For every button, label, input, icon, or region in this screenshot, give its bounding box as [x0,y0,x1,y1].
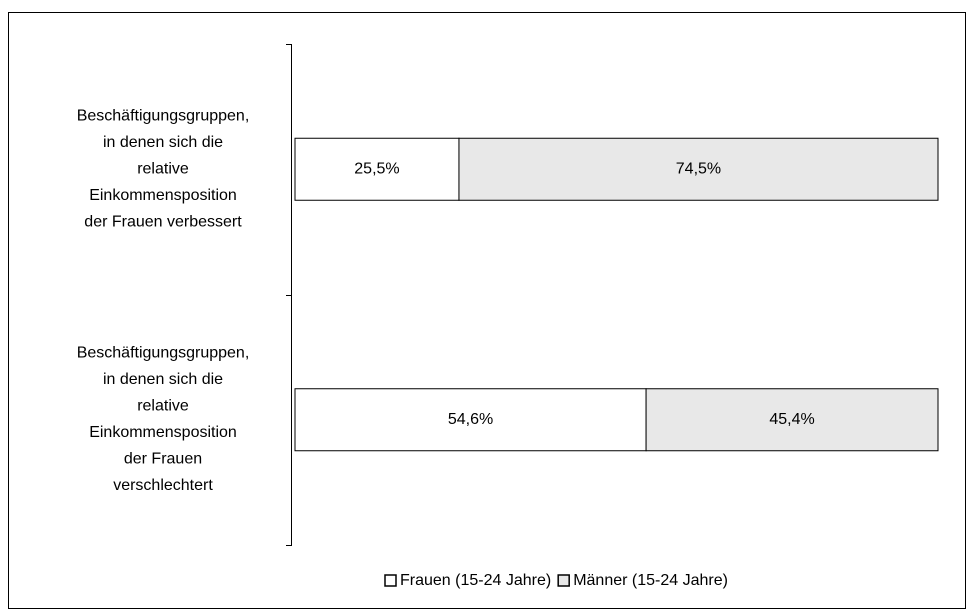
legend-swatch [557,574,570,587]
bar-segment [294,137,460,201]
data-label: 45,4% [769,411,814,428]
bar-segment [294,388,647,452]
y-tick-label: Beschäftigungsgruppen, in denen sich die r… [77,345,250,495]
legend-label: Frauen (15-24 Jahre) [400,572,551,589]
data-label: 25,5% [354,160,399,177]
data-label: 54,6% [448,411,493,428]
legend-swatch [384,574,397,587]
legend-label: Männer (15-24 Jahre) [573,572,728,589]
y-tick-label: Beschäftigungsgruppen, in denen sich die r… [77,107,250,230]
data-label: 74,5% [676,160,721,177]
bar-segment [458,137,939,201]
bar-segment [645,388,939,452]
chart-border [8,12,966,609]
